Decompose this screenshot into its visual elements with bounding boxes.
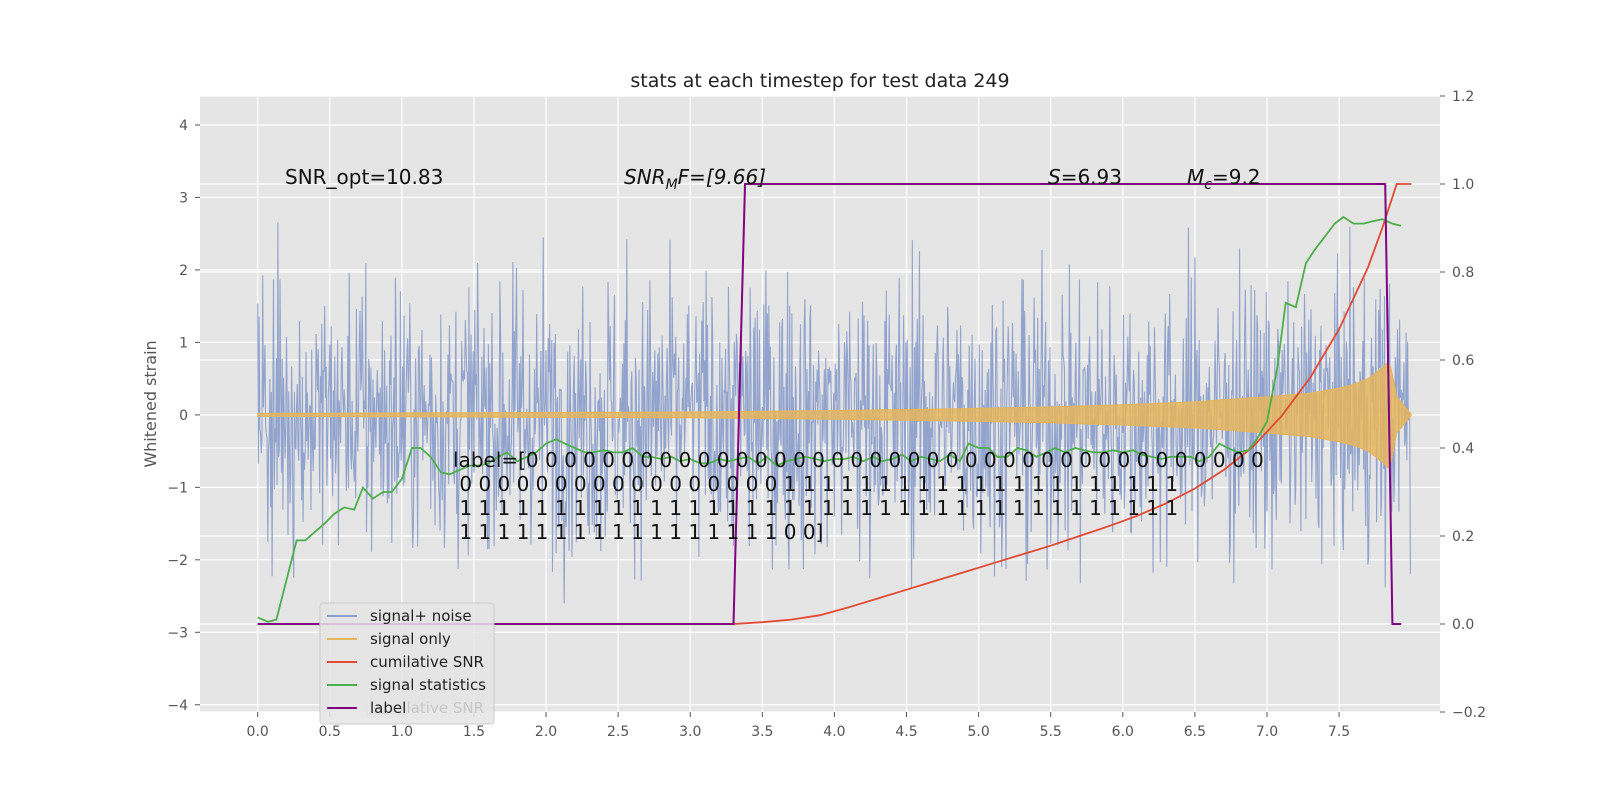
legend-label-bg [366,699,406,718]
y-tick-label: 0 [179,408,188,424]
y-right-tick-label: 0.2 [1452,529,1474,545]
x-tick-label: 0.5 [319,724,341,740]
label-array-line-3: 1 1 1 1 1 1 1 1 1 1 1 1 1 1 1 1 1 1 1 1 … [453,496,1178,520]
x-tick-label: 2.5 [607,724,629,740]
x-tick-label: 6.5 [1184,724,1206,740]
annotation-s-statistic: S=6.93 [1048,165,1122,189]
y-tick-label: 2 [179,263,188,279]
label-array-line-2: 0 0 0 0 0 0 0 0 0 0 0 0 0 0 0 0 0 1 1 1 … [453,472,1178,496]
y-right-tick-label: 0.4 [1452,441,1474,457]
chart-title: stats at each timestep for test data 249 [630,70,1009,92]
legend-label-signal-statistics: signal statistics [370,676,486,694]
x-tick-label: 3.0 [679,724,701,740]
y-tick-label: −4 [167,698,188,714]
x-tick-label: 7.0 [1256,724,1278,740]
x-tick-label: 1.0 [391,724,413,740]
signal-noise-line [257,222,1411,604]
annotation-chirp-mass: Mc=9.2 [1187,165,1261,193]
y-right-tick-label: 0.8 [1452,265,1474,281]
x-tick-label: 5.0 [967,724,989,740]
series-signal-only [257,361,1412,469]
annotation-snr-mf: SNRMF=[9.66] [624,165,766,193]
y-tick-label: −3 [167,625,188,641]
x-tick-label: 7.5 [1328,724,1350,740]
y-right-tick-label: −0.2 [1452,705,1486,721]
label-array-line-4: 1 1 1 1 1 1 1 1 1 1 1 1 1 1 1 1 1 0 0] [453,520,823,544]
y-right-tick-label: 1.0 [1452,177,1474,193]
legend-label-signal-noise: signal+ noise [370,607,472,625]
x-tick-label: 6.0 [1112,724,1134,740]
y-tick-label: 3 [179,190,188,206]
y-right-tick-label: 0.6 [1452,353,1474,369]
y-right-tick-label: 0.0 [1452,617,1474,633]
right-axis-series [257,183,1412,625]
signal-statistics-line [257,215,1402,623]
y-tick-label: 4 [179,118,188,134]
cumulative-snr-line [257,183,1412,625]
annotation-snr-opt: SNR_opt=10.83 [285,165,443,189]
x-tick-label: 4.0 [823,724,845,740]
signal-only-envelope [257,361,1412,469]
legend-label-label: label [370,699,406,717]
legend: signal+ noise signal only cumilative SNR… [319,602,495,725]
x-tick-label: 2.0 [535,724,557,740]
annotation-label-array: label=[0 0 0 0 0 0 0 0 0 0 0 0 0 0 0 0 0… [453,448,1264,544]
y-tick-label: −2 [167,553,188,569]
y-axis-label: Whitened strain [141,340,160,467]
label-array-line-1: label=[0 0 0 0 0 0 0 0 0 0 0 0 0 0 0 0 0… [453,448,1264,472]
label-line [257,183,1402,625]
y-tick-label: −1 [167,480,188,496]
y-right-tick-label: 1.2 [1452,89,1474,105]
x-tick-label: 0.0 [247,724,269,740]
legend-label-signal-only: signal only [370,630,451,648]
x-tick-label: 3.5 [751,724,773,740]
x-tick-label: 5.5 [1040,724,1062,740]
x-tick-label: 1.5 [463,724,485,740]
x-tick-label: 4.5 [895,724,917,740]
y-tick-label: 1 [179,335,188,351]
series-signal-noise [257,222,1411,604]
legend-label-cumulative-snr: cumilative SNR [370,653,484,671]
legend-box [319,602,495,725]
axes: 0.0 0.5 1.0 1.5 2.0 2.5 3.0 3.5 4.0 4.5 5.0 5.5 6.0 6… [167,89,1486,740]
